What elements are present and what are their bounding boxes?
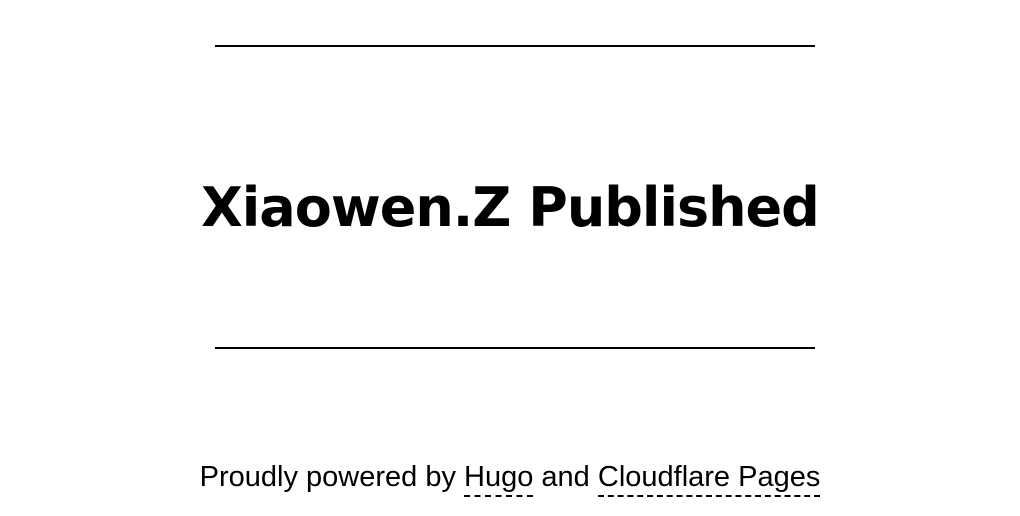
footer-conjunction: and bbox=[541, 461, 590, 493]
top-divider bbox=[215, 45, 815, 47]
hugo-link[interactable]: Hugo bbox=[464, 461, 534, 497]
site-title: Xiaowen.Z Published bbox=[201, 176, 820, 239]
footer: Proudly powered by Hugo and Cloudflare P… bbox=[0, 455, 1020, 499]
footer-prefix: Proudly powered by bbox=[199, 461, 456, 493]
bottom-divider bbox=[215, 347, 815, 349]
cloudflare-pages-link[interactable]: Cloudflare Pages bbox=[597, 461, 821, 497]
